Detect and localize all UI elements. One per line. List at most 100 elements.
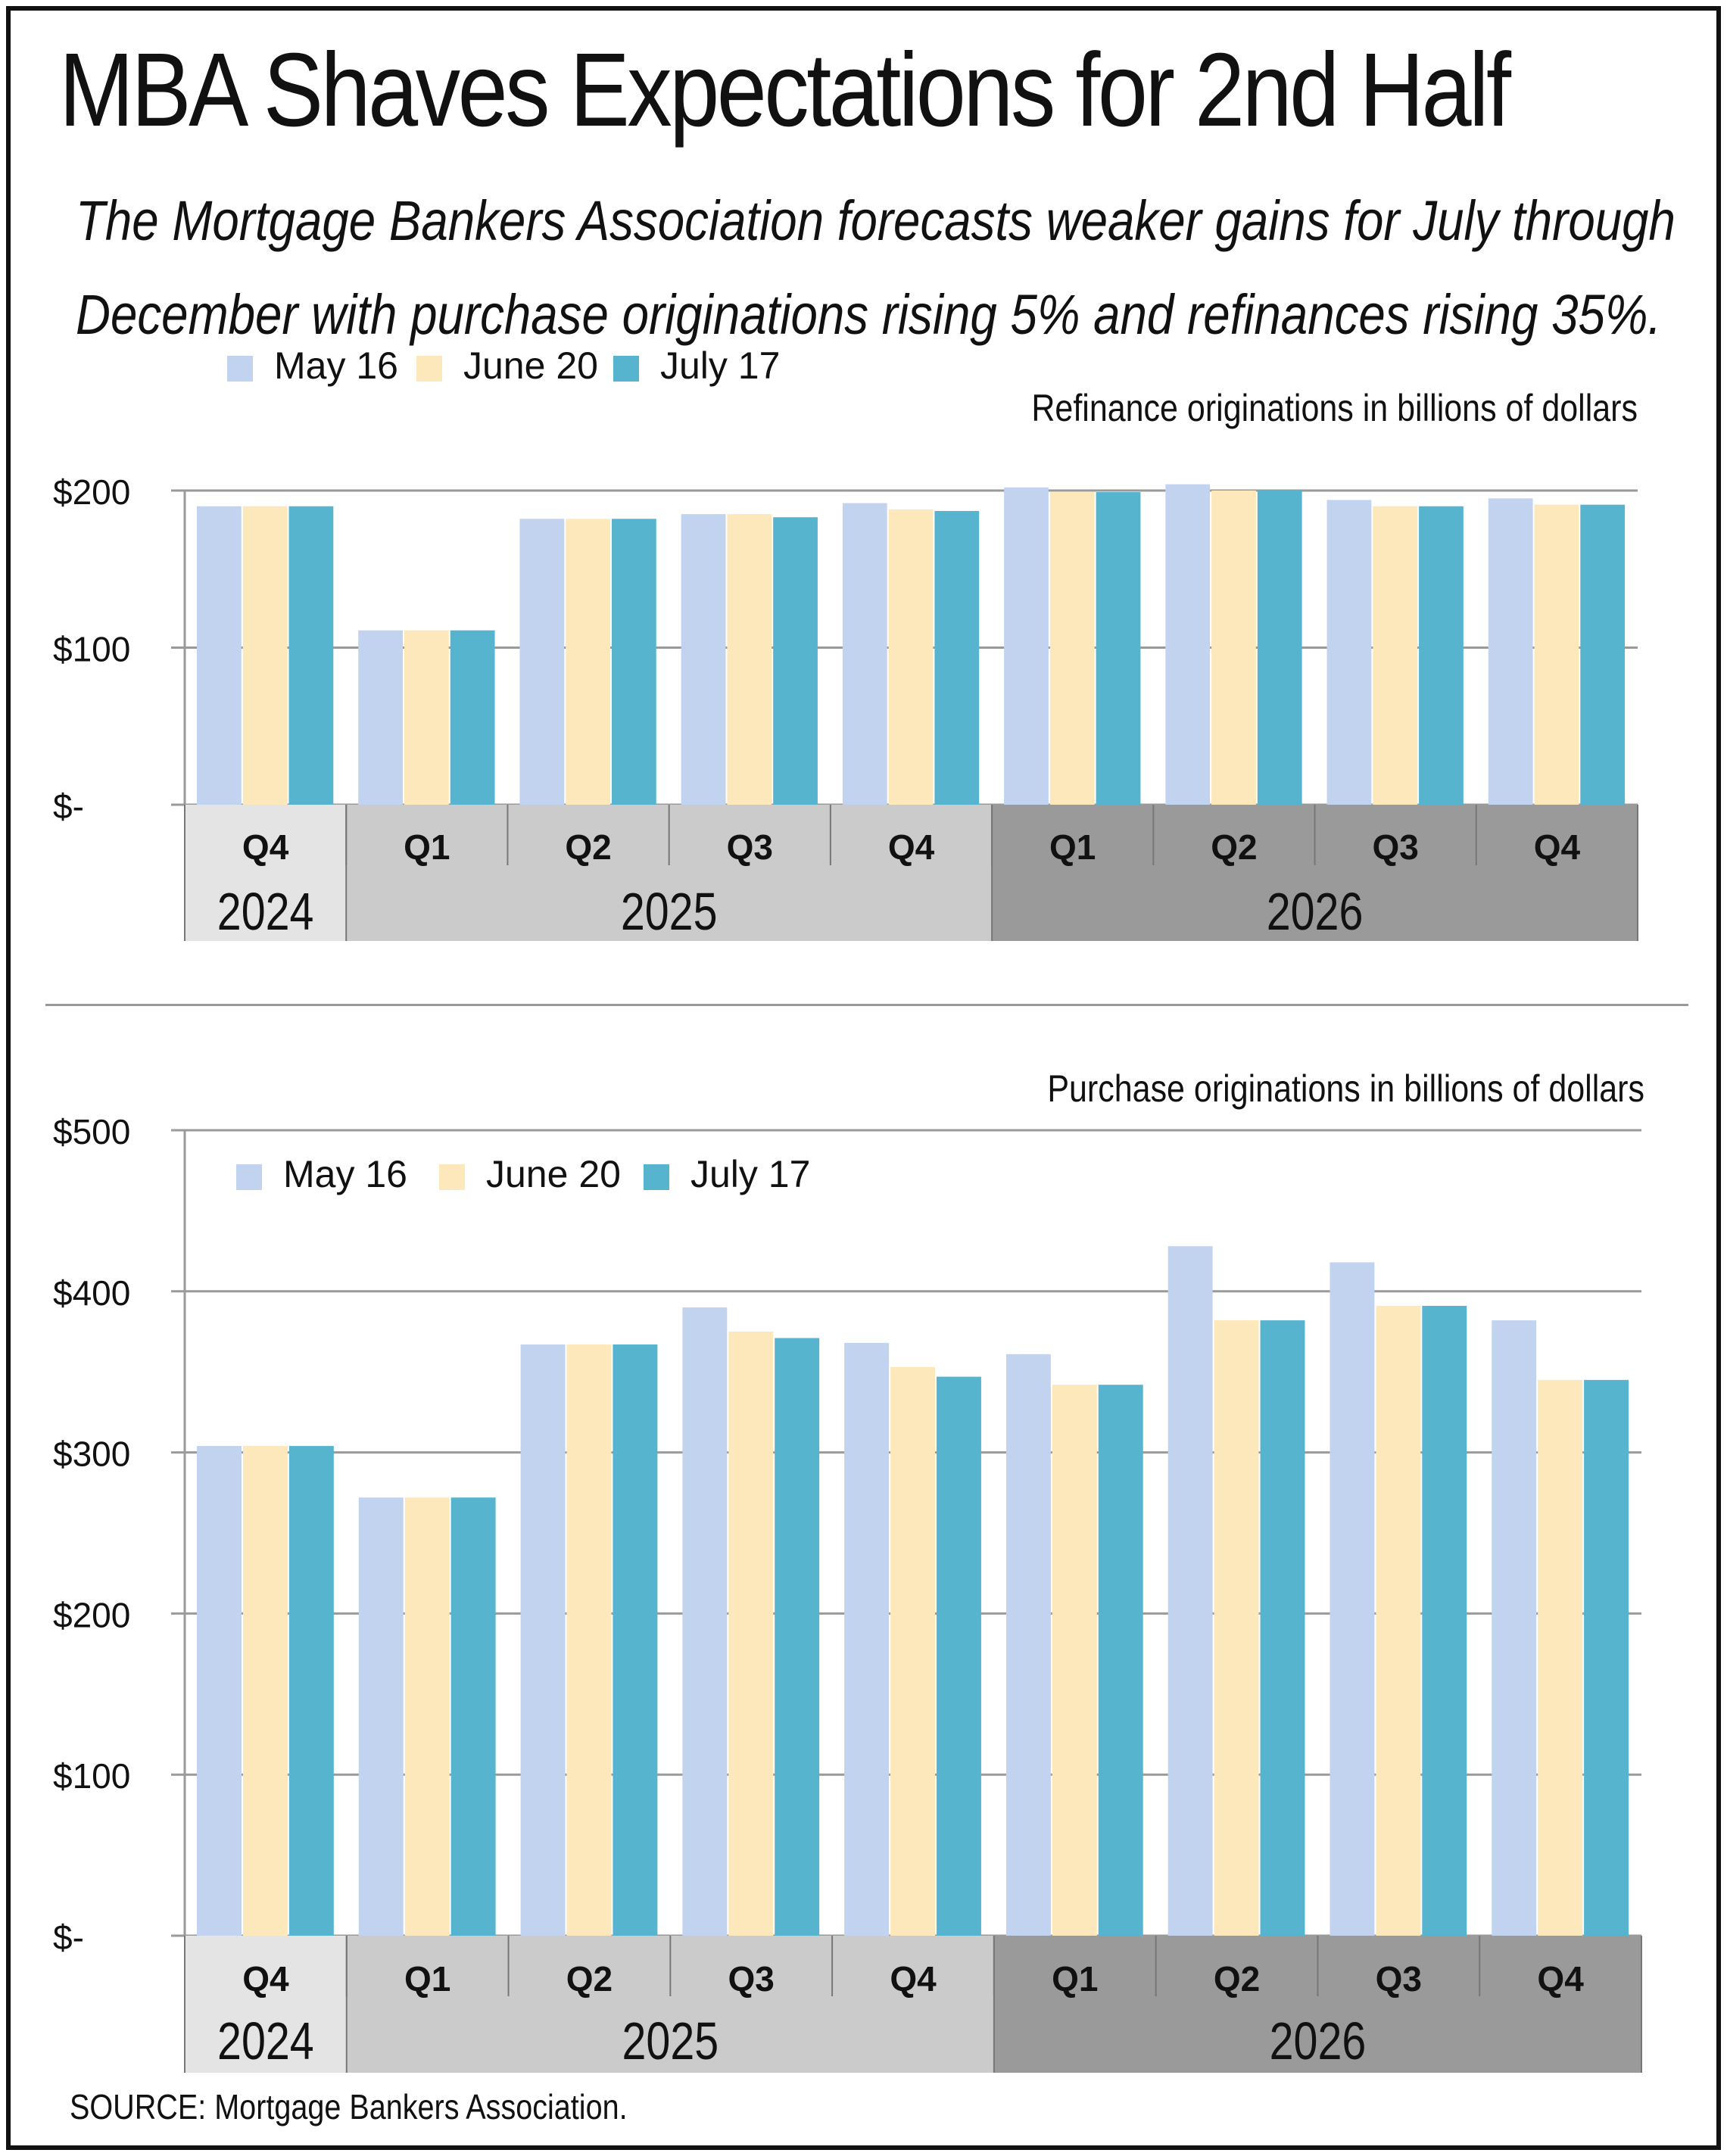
y-tick-label: $300	[53, 1435, 130, 1474]
x-tick-label: Q2	[566, 1959, 613, 1999]
chart-1: $- $100 $200 2024 2025 2026 Q4 Q1 Q2 Q3 Q4 Q1 Q2 Q3 Q4…	[53, 344, 1638, 941]
x-tick-label: Q4	[890, 1959, 937, 1999]
bar-may-16	[681, 514, 726, 805]
y-tick-label: $-	[53, 787, 84, 826]
bar-june-20	[1538, 1379, 1583, 1936]
bar-june-20	[242, 506, 288, 805]
bar-may-16	[1492, 1320, 1537, 1936]
bar-july-17	[1096, 492, 1141, 805]
y-tick-label: $400	[53, 1273, 130, 1313]
bar-june-20	[1373, 506, 1418, 805]
bar-may-16	[1488, 498, 1533, 805]
x-tick-label: Q1	[1052, 1959, 1098, 1999]
bar-july-17	[611, 519, 656, 805]
x-tick-label: Q1	[404, 827, 450, 867]
year-label: 2026	[1270, 2011, 1367, 2071]
bar-may-16	[520, 1344, 566, 1936]
bar-july-17	[1098, 1385, 1143, 1936]
x-tick-label: Q2	[565, 827, 611, 867]
chart-frame	[6, 6, 1721, 2150]
year-band	[185, 1936, 347, 2073]
bar-july-17	[1422, 1305, 1467, 1936]
bar-may-16	[196, 506, 242, 805]
page-subtitle: The Mortgage Bankers Association forecas…	[76, 174, 1676, 362]
bar-july-17	[1419, 506, 1464, 805]
bar-july-17	[773, 517, 818, 805]
bar-june-20	[404, 630, 449, 805]
legend-swatch	[439, 1164, 465, 1190]
bar-july-17	[775, 1338, 820, 1936]
bar-july-17	[1257, 491, 1302, 805]
subtitle-line-1: The Mortgage Bankers Association forecas…	[76, 189, 1676, 252]
x-tick-label: Q1	[1049, 827, 1096, 867]
bar-july-17	[450, 630, 495, 805]
legend-label: July 17	[690, 1153, 810, 1195]
year-label: 2024	[217, 882, 314, 942]
x-tick-label: Q2	[1214, 1959, 1260, 1999]
x-tick-label: Q4	[242, 1959, 289, 1999]
bar-july-17	[288, 506, 334, 805]
panel-divider	[45, 1004, 1688, 1006]
x-tick-label: Q3	[1376, 1959, 1422, 1999]
bar-may-16	[1330, 1262, 1375, 1936]
bar-may-16	[1167, 1246, 1213, 1936]
legend-label: May 16	[283, 1153, 407, 1195]
y-tick-label: $200	[53, 1595, 130, 1634]
y-tick-label: $-	[53, 1918, 84, 1957]
bar-may-16	[197, 1446, 242, 1936]
bar-june-20	[1211, 491, 1256, 805]
bar-june-20	[1376, 1305, 1421, 1936]
legend-swatch	[227, 356, 253, 382]
legend-swatch	[644, 1164, 669, 1190]
x-tick-label: Q2	[1211, 827, 1257, 867]
legend-swatch	[613, 356, 639, 382]
y-tick-label: $100	[53, 1756, 130, 1796]
bar-may-16	[844, 1342, 890, 1936]
bar-june-20	[1534, 504, 1579, 805]
year-label: 2025	[621, 882, 718, 942]
bar-may-16	[1165, 484, 1211, 805]
legend-label: June 20	[486, 1153, 621, 1195]
bar-july-17	[934, 510, 980, 805]
chart-title: Purchase originations in billions of dol…	[1047, 1067, 1644, 1110]
x-tick-label: Q3	[728, 1959, 775, 1999]
subtitle-line-2: December with purchase originations risi…	[76, 283, 1662, 346]
x-tick-label: Q1	[404, 1959, 450, 1999]
bar-may-16	[842, 503, 887, 805]
bar-june-20	[888, 509, 934, 805]
bar-may-16	[1004, 487, 1049, 805]
y-tick-label: $500	[53, 1112, 130, 1151]
bar-may-16	[519, 519, 565, 805]
bar-may-16	[1005, 1354, 1051, 1936]
bar-june-20	[727, 514, 772, 805]
bar-july-17	[288, 1446, 334, 1936]
bar-july-17	[936, 1376, 981, 1936]
year-band	[185, 805, 347, 941]
legend-label: May 16	[274, 344, 398, 387]
page-title: MBA Shaves Expectations for 2nd Half	[59, 32, 1511, 148]
y-tick-label: $100	[53, 630, 130, 669]
bar-may-16	[1326, 500, 1372, 805]
bar-july-17	[1584, 1379, 1629, 1936]
legend-label: June 20	[463, 344, 598, 387]
bar-may-16	[682, 1307, 728, 1936]
bar-june-20	[1049, 492, 1095, 805]
bar-june-20	[1214, 1320, 1259, 1936]
bar-june-20	[728, 1332, 774, 1936]
bar-july-17	[450, 1497, 496, 1936]
bar-may-16	[358, 630, 403, 805]
bar-june-20	[1052, 1385, 1097, 1936]
bar-june-20	[566, 1344, 612, 1936]
x-tick-label: Q4	[888, 827, 935, 867]
bar-june-20	[890, 1366, 935, 1936]
year-label: 2025	[622, 2011, 719, 2071]
year-label: 2024	[217, 2011, 314, 2071]
legend-label: July 17	[660, 344, 780, 387]
x-tick-label: Q3	[727, 827, 773, 867]
source-note: SOURCE: Mortgage Bankers Association.	[70, 2087, 628, 2126]
bar-june-20	[566, 519, 610, 805]
bar-july-17	[613, 1344, 658, 1936]
bar-july-17	[1580, 504, 1626, 805]
chart-2: $- $100 $200 $300 $400 $500 2024 2025 2026 Q4 Q1 Q2…	[53, 1067, 1644, 2073]
